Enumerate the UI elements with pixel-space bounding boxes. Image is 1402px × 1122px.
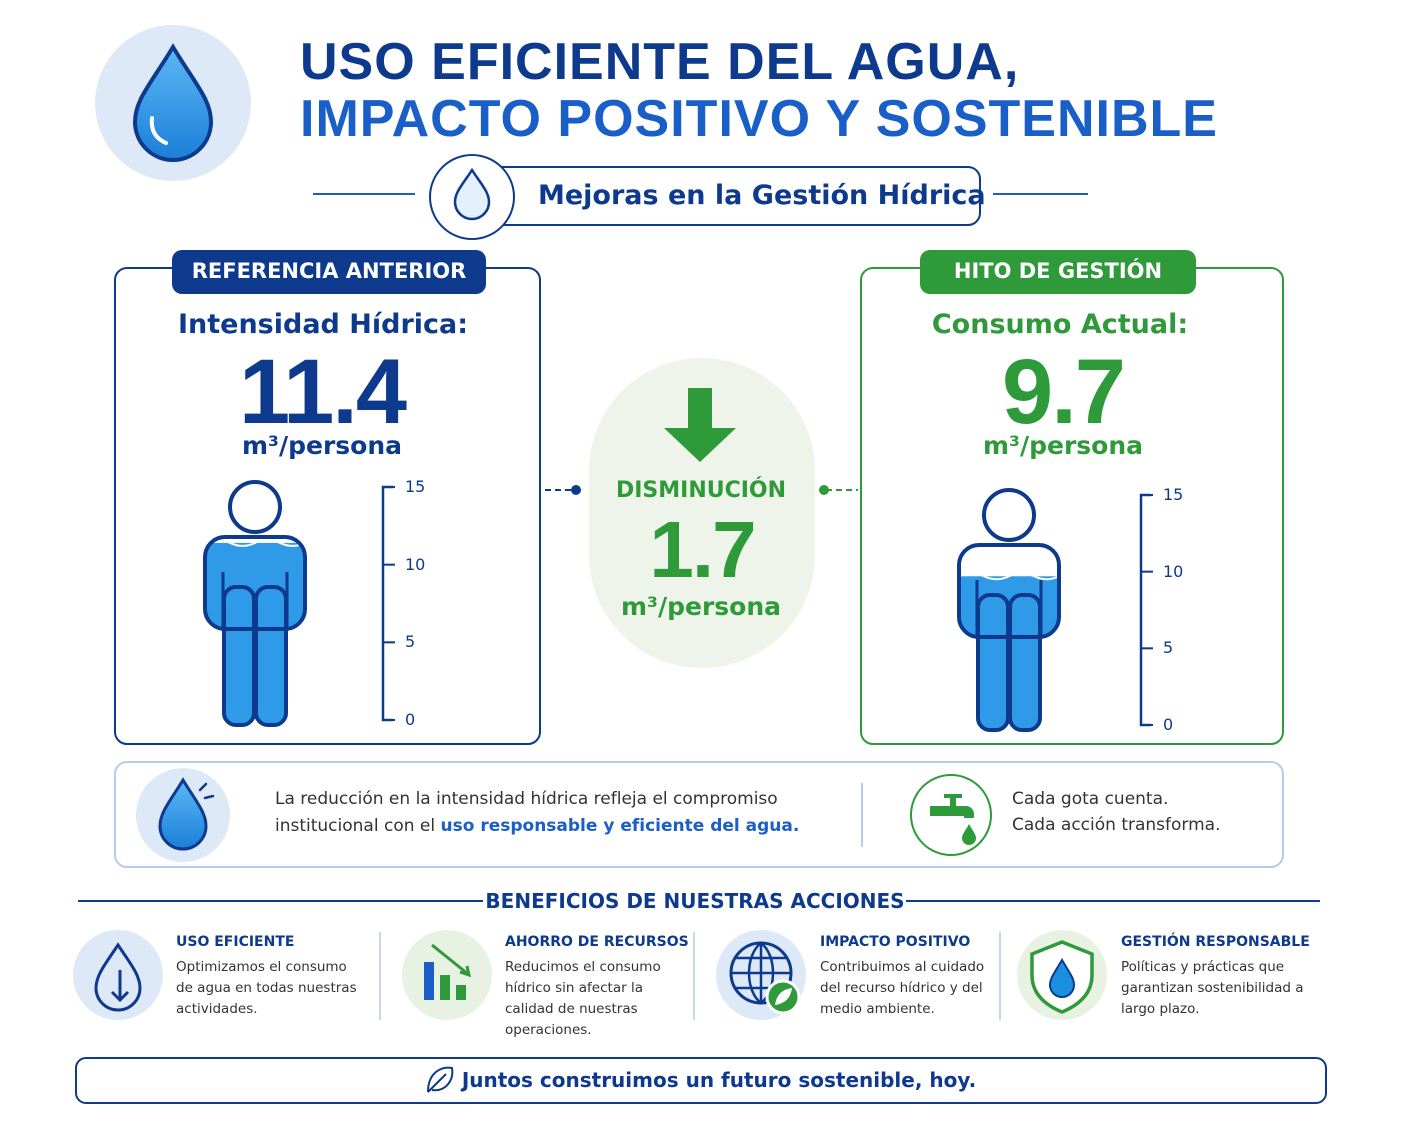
metric-unit: m³/persona <box>982 431 1144 460</box>
scale-tick-label: 10 <box>405 554 426 574</box>
leaf-icon <box>427 1066 454 1093</box>
tap <box>930 794 974 818</box>
note-text: La reducción en la intensidad hídrica re… <box>275 786 815 840</box>
subtitle: Mejoras en la Gestión Hídrica <box>538 180 986 211</box>
benefit-icon <box>431 943 472 978</box>
scale-tick-label: 15 <box>405 477 426 496</box>
benefit-text: Optimizamos el consumo de agua en todas … <box>176 959 357 1017</box>
subtitle-drop <box>453 167 491 221</box>
benefit-icon <box>731 942 791 1005</box>
scale-tick-label: 0 <box>405 710 416 729</box>
benefit-text: Reducimos el consumo hídrico sin afectar… <box>505 959 661 1038</box>
title: IMPACTO POSITIVO Y SOSTENIBLE <box>300 90 1218 148</box>
metric-value: 9.7 <box>1002 341 1126 443</box>
wave <box>959 572 1059 581</box>
baseline-badge <box>172 250 486 294</box>
connector-dot <box>819 485 829 495</box>
benefit-text: Contribuimos al cuidado del recurso hídr… <box>820 959 985 1017</box>
connector-dot <box>571 485 581 495</box>
benefit-title: AHORRO DE RECURSOS <box>505 934 689 950</box>
benefit-icon <box>424 962 434 1000</box>
benefit-icon <box>456 985 466 1000</box>
benefit-icon <box>775 988 792 1005</box>
benefit-title: IMPACTO POSITIVO <box>820 934 971 950</box>
scale-tick-label: 5 <box>405 632 416 652</box>
person-outline <box>254 585 288 727</box>
benefit-icon <box>440 975 450 1000</box>
person-head <box>982 488 1036 542</box>
note-body: La reducción en la intensidad hídrica re… <box>275 789 778 836</box>
metric-label: Intensidad Hídrica: <box>177 309 469 340</box>
benefit-text: Políticas y prácticas que garantizan sos… <box>1121 959 1304 1017</box>
scale-tick-label: 0 <box>1163 715 1174 734</box>
benefit-title: USO EFICIENTE <box>176 934 295 950</box>
badge: REFERENCIA ANTERIOR <box>191 259 467 283</box>
note-highlight: uso responsable y eficiente del agua. <box>440 816 800 836</box>
scale-tick-label: 5 <box>1163 638 1174 658</box>
metric-unit: m³/persona <box>241 431 403 460</box>
footer-text: Juntos construimos un futuro sostenible,… <box>461 1068 977 1092</box>
wave <box>205 538 305 547</box>
person-outline <box>1008 593 1042 732</box>
decrease-unit: m³/persona <box>620 592 782 621</box>
footer-frame <box>75 1057 1327 1104</box>
scale-tick-label: 15 <box>1163 485 1184 504</box>
person-head <box>228 480 282 534</box>
slogan: Cada gota cuenta. <box>1012 789 1169 809</box>
person <box>957 488 1061 732</box>
sparkle <box>198 782 215 800</box>
milestone-badge <box>920 250 1196 294</box>
badge: HITO DE GESTIÓN <box>953 259 1163 283</box>
benefit-icon <box>1048 958 1076 998</box>
note-frame <box>114 761 1284 868</box>
scale-tick-label: 10 <box>1163 561 1184 581</box>
title: USO EFICIENTE DEL AGUA, <box>300 33 1020 91</box>
down-arrow <box>664 388 736 462</box>
benefit-icon-bg <box>73 930 163 1020</box>
metric-value: 11.4 <box>239 341 407 443</box>
decrease-label: DISMINUCIÓN <box>615 478 787 503</box>
drop-shine <box>149 116 168 145</box>
note-drop <box>158 777 208 851</box>
decrease-value: 1.7 <box>649 505 756 594</box>
tap-drop <box>962 824 976 845</box>
metric-label: Consumo Actual: <box>931 309 1189 340</box>
benefit-icon <box>110 970 130 1003</box>
slogan: Cada acción transforma. <box>1012 815 1221 835</box>
benefit-title: GESTIÓN RESPONSABLE <box>1121 934 1310 950</box>
decrease-bg <box>589 358 815 668</box>
benefit-icon <box>94 942 142 1012</box>
benefits-title: BENEFICIOS DE NUESTRAS ACCIONES <box>485 889 905 913</box>
